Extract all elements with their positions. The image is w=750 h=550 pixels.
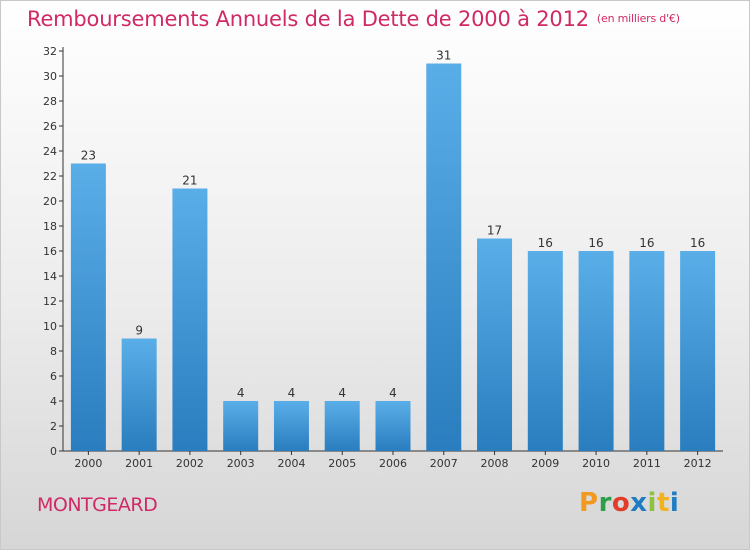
y-tick-label: 18 (43, 220, 57, 233)
x-tick-label: 2009 (531, 457, 559, 470)
y-tick-label: 2 (50, 420, 57, 433)
y-tick-label: 6 (50, 370, 57, 383)
bar-2003 (223, 401, 259, 451)
y-tick-label: 10 (43, 320, 57, 333)
data-label: 16 (538, 236, 553, 250)
bar-2000 (70, 163, 106, 451)
bar-2001 (121, 338, 157, 451)
bar-2006 (375, 401, 411, 451)
data-label: 31 (436, 49, 451, 63)
y-tick-label: 32 (43, 45, 57, 58)
logo-letter: x (630, 488, 648, 518)
x-tick-label: 2000 (74, 457, 102, 470)
x-tick-label: 2010 (582, 457, 610, 470)
x-tick-label: 2005 (328, 457, 356, 470)
commune-name: MONTGEARD (37, 494, 158, 516)
data-label: 16 (639, 236, 654, 250)
data-label: 4 (288, 386, 296, 400)
proxiti-logo: Proxiti (579, 488, 679, 518)
data-label: 4 (338, 386, 346, 400)
y-tick-label: 4 (50, 395, 57, 408)
data-label: 16 (588, 236, 603, 250)
data-label: 17 (487, 224, 502, 238)
y-tick-label: 0 (50, 445, 57, 458)
bar-2004 (273, 401, 309, 451)
data-label: 4 (389, 386, 397, 400)
bar-2011 (629, 251, 665, 451)
data-label: 4 (237, 386, 245, 400)
bar-2007 (426, 63, 462, 451)
y-tick-label: 30 (43, 70, 57, 83)
bar-2005 (324, 401, 360, 451)
chart-title: Remboursements Annuels de la Dette de 20… (27, 7, 680, 31)
y-tick-label: 28 (43, 95, 57, 108)
bar-2002 (172, 188, 208, 451)
y-tick-label: 22 (43, 170, 57, 183)
y-tick-label: 24 (43, 145, 57, 158)
data-label: 23 (81, 149, 96, 163)
y-tick-label: 20 (43, 195, 57, 208)
data-labels: 23 9 21 4 4 4 4 31 17 16 16 16 16 (81, 49, 706, 401)
bar-2010 (578, 251, 614, 451)
x-tick-label: 2011 (633, 457, 661, 470)
y-tick-label: 8 (50, 345, 57, 358)
logo-letter: P (579, 488, 599, 518)
logo-letter: t (656, 488, 670, 518)
x-tick-label: 2006 (379, 457, 407, 470)
chart-subtitle: (en milliers d'€) (596, 12, 680, 25)
y-tick-label: 14 (43, 270, 57, 283)
bar-2008 (477, 238, 513, 451)
y-tick-label: 26 (43, 120, 57, 133)
logo-letter: i (647, 488, 657, 518)
x-tick-label: 2012 (684, 457, 712, 470)
x-tick-label: 2004 (277, 457, 305, 470)
data-label: 16 (690, 236, 705, 250)
x-tick-label: 2008 (481, 457, 509, 470)
bar-2009 (527, 251, 563, 451)
logo-letter: i (669, 488, 680, 518)
x-tick-label: 2003 (227, 457, 255, 470)
data-label: 9 (135, 324, 143, 338)
x-tick-label: 2002 (176, 457, 204, 470)
data-label: 21 (182, 174, 197, 188)
y-tick-label: 12 (43, 295, 57, 308)
bars (70, 63, 716, 451)
x-tick-label: 2001 (125, 457, 153, 470)
bar-2012 (680, 251, 716, 451)
logo-letter: o (611, 488, 631, 518)
x-tick-label: 2007 (430, 457, 458, 470)
y-tick-label: 16 (43, 245, 57, 258)
chart-title-text: Remboursements Annuels de la Dette de 20… (27, 7, 589, 31)
logo-letter: r (598, 488, 612, 518)
